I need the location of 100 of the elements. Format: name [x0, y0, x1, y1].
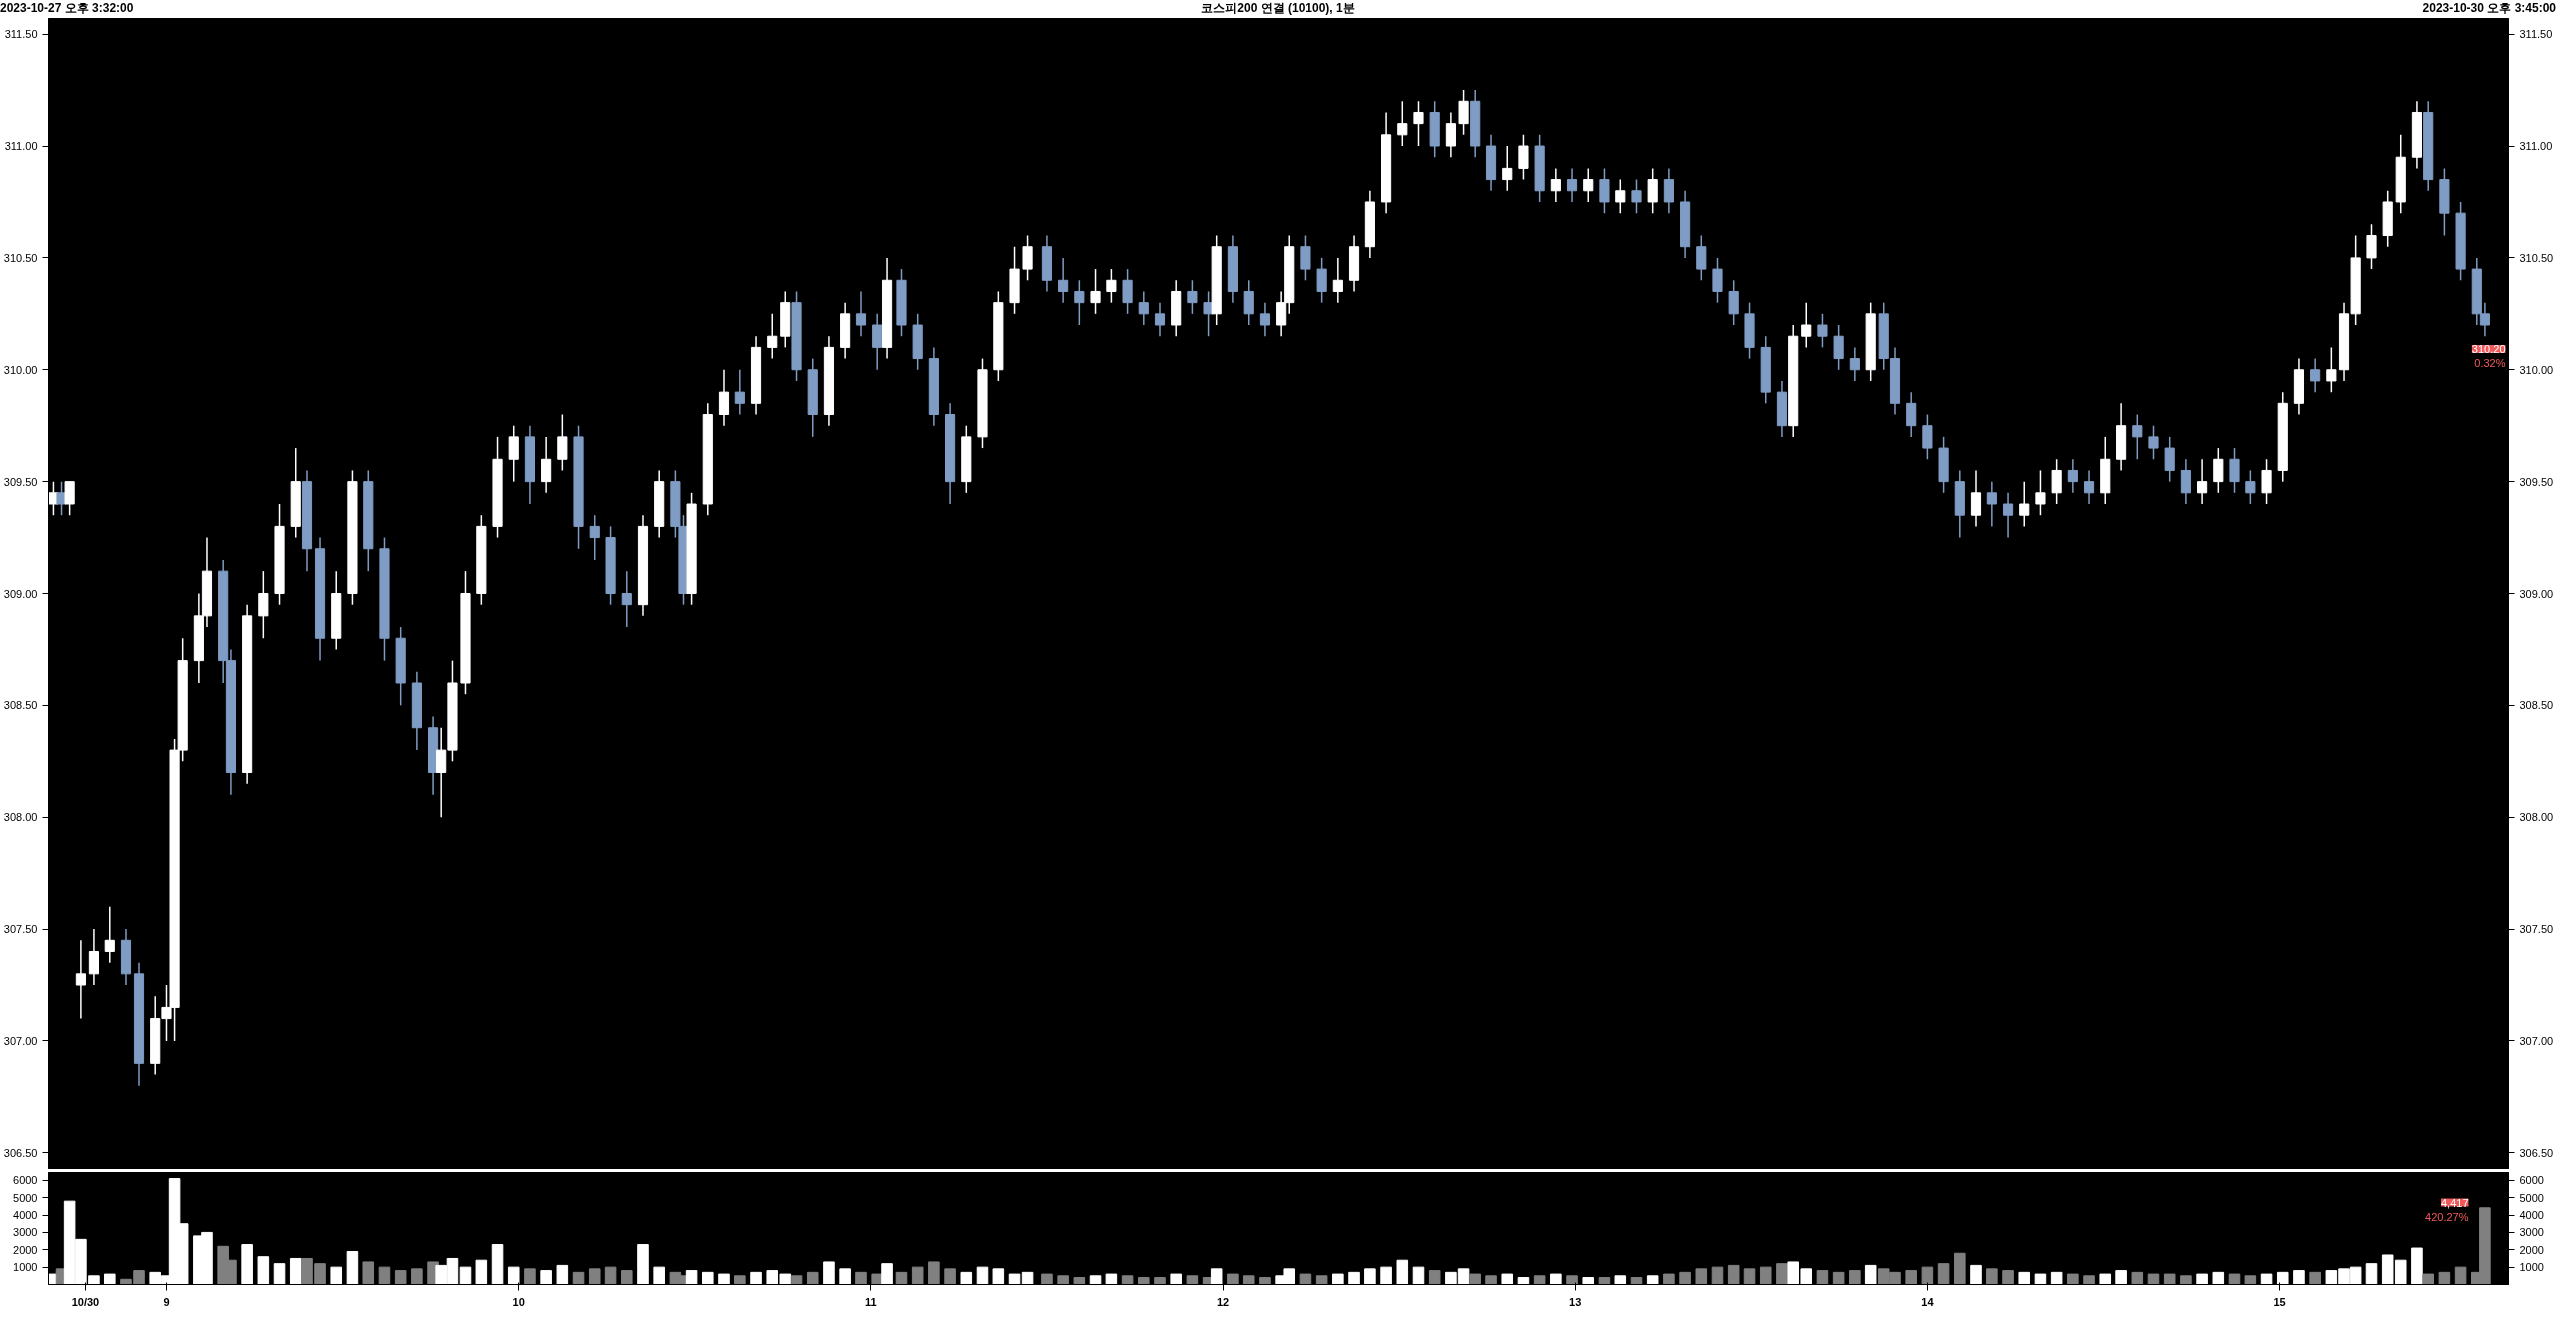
candlestick	[1022, 234, 1033, 282]
candlestick	[1849, 346, 1860, 382]
candlestick	[1154, 301, 1166, 337]
y-tick-label: 309.00	[3, 587, 38, 600]
bar	[1646, 1275, 1659, 1285]
bar	[637, 1244, 649, 1285]
y2-tick-label: 308.00	[2519, 811, 2554, 824]
candlestick	[589, 514, 600, 561]
bar	[1469, 1273, 1481, 1285]
bar	[2293, 1270, 2305, 1285]
y-tick-label: 311.00	[4, 140, 38, 153]
bar	[1864, 1264, 1877, 1285]
y2-tick-label: 6000	[2519, 1174, 2544, 1187]
bar	[718, 1273, 730, 1285]
y-tick-label: 307.50	[3, 923, 38, 936]
candlestick	[2051, 458, 2062, 505]
candlestick	[2164, 436, 2175, 483]
candlestick	[1631, 178, 1642, 214]
bar	[653, 1266, 665, 1285]
bar	[2147, 1273, 2160, 1285]
bar	[2212, 1271, 2225, 1285]
y-tick-label: 306.50	[3, 1146, 38, 1159]
chart-title: 코스피200 연결 (10100), 1분	[1201, 0, 1355, 17]
x-tick-label: 15	[2273, 1295, 2286, 1308]
candlestick	[1259, 301, 1271, 337]
bar	[2099, 1273, 2112, 1285]
y-tick-label: 309.50	[3, 475, 38, 488]
bar	[362, 1261, 375, 1285]
bar	[289, 1257, 302, 1285]
bar	[1727, 1264, 1740, 1285]
candlestick	[1833, 324, 1844, 371]
bar	[1550, 1273, 1562, 1285]
candlestick	[621, 570, 632, 628]
bar	[1121, 1275, 1134, 1285]
bar	[1428, 1270, 1441, 1285]
bar	[459, 1266, 472, 1285]
bar	[572, 1271, 585, 1285]
bar	[507, 1266, 520, 1285]
bar	[1501, 1273, 1514, 1285]
bar	[604, 1266, 617, 1285]
bar	[1299, 1273, 1312, 1285]
bar	[992, 1268, 1005, 1285]
y2-tick-label: 311.50	[2519, 28, 2553, 41]
candlestick	[1801, 301, 1812, 349]
candlestick	[1583, 167, 1594, 203]
bar	[1986, 1268, 1998, 1285]
bar	[1905, 1270, 1917, 1285]
candlestick	[1106, 268, 1117, 304]
bar	[2002, 1270, 2014, 1285]
bar	[1348, 1271, 1360, 1285]
candlestick	[1647, 167, 1658, 214]
y-tick-label: 310.50	[3, 251, 38, 264]
bar	[734, 1275, 746, 1285]
candlestick	[541, 436, 552, 494]
bar	[1105, 1273, 1118, 1285]
bar	[2163, 1273, 2176, 1285]
y-tick-label: 310.00	[3, 363, 38, 376]
bar	[621, 1270, 633, 1285]
bar	[895, 1271, 908, 1285]
bar	[685, 1270, 698, 1285]
annotation: 420.27%	[2425, 1210, 2469, 1223]
candlestick	[1817, 313, 1828, 349]
y2-tick-label: 310.00	[2519, 363, 2554, 376]
candlestick	[1445, 111, 1456, 158]
y2-tick-label: 2000	[2519, 1243, 2544, 1256]
bar	[588, 1268, 601, 1285]
bar	[2276, 1271, 2289, 1285]
candlestick	[75, 939, 86, 1020]
candlestick	[1397, 100, 1408, 147]
bar	[2244, 1275, 2257, 1285]
bar	[1364, 1268, 1376, 1285]
bar	[2260, 1273, 2273, 1285]
bar	[790, 1275, 803, 1285]
candlestick	[2261, 458, 2272, 505]
bar	[2309, 1271, 2321, 1285]
bar	[1170, 1273, 1182, 1285]
candlestick	[2245, 469, 2256, 505]
bar	[823, 1261, 835, 1285]
bar	[1776, 1263, 1788, 1285]
candlestick	[1187, 279, 1198, 315]
candlestick	[855, 290, 867, 337]
bar	[257, 1256, 270, 1285]
candlestick	[1599, 167, 1610, 214]
candlestick	[2035, 469, 2046, 516]
bar	[1743, 1268, 1756, 1285]
bar	[2034, 1273, 2047, 1285]
x-tick-label: 9	[163, 1295, 170, 1308]
bar	[1041, 1273, 1053, 1285]
candlestick	[2229, 447, 2240, 494]
bar	[1679, 1271, 1691, 1285]
candlestick	[1922, 413, 1933, 461]
x-tick-label: 12	[1216, 1295, 1230, 1308]
bar	[2196, 1273, 2208, 1285]
bar	[1138, 1277, 1150, 1285]
bar	[2411, 1247, 2423, 1285]
candlestick	[2002, 492, 2014, 539]
y-tick-label: 5000	[13, 1191, 38, 1204]
y2-tick-label: 4000	[2519, 1209, 2544, 1222]
bar	[241, 1244, 253, 1285]
bar	[839, 1268, 851, 1285]
